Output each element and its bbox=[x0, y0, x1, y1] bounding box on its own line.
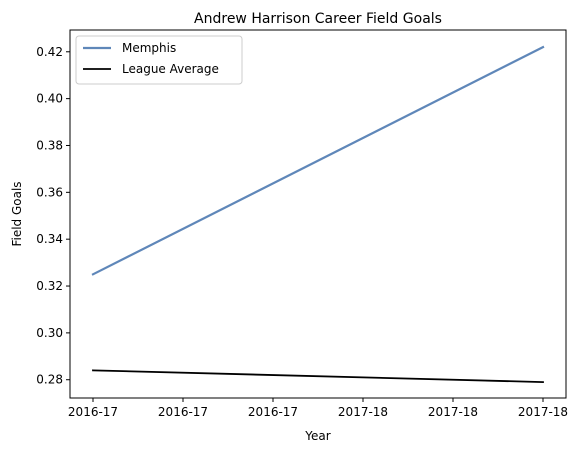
y-tick-label: 0.32 bbox=[36, 279, 63, 293]
x-tick-label: 2016-17 bbox=[158, 405, 208, 419]
x-tick-label: 2017-18 bbox=[428, 405, 478, 419]
y-tick-label: 0.34 bbox=[36, 232, 63, 246]
y-tick-label: 0.36 bbox=[36, 185, 63, 199]
x-tick-label: 2017-18 bbox=[518, 405, 568, 419]
legend: Memphis League Average bbox=[75, 35, 243, 85]
series-layer bbox=[91, 45, 545, 383]
chart-title: Andrew Harrison Career Field Goals bbox=[194, 11, 442, 27]
series-line-memphis bbox=[91, 45, 545, 276]
y-tick-label: 0.30 bbox=[36, 326, 63, 340]
y-tick-label: 0.42 bbox=[36, 45, 63, 59]
y-tick-label: 0.38 bbox=[36, 138, 63, 152]
x-axis: 2016-17 2016-17 2016-17 2017-18 2017-18 2017-… bbox=[68, 398, 568, 419]
x-tick-label: 2016-17 bbox=[68, 405, 118, 419]
x-axis-label: Year bbox=[304, 429, 330, 443]
series-line-league-average bbox=[92, 369, 544, 383]
x-tick-label: 2016-17 bbox=[248, 405, 298, 419]
y-tick-label: 0.40 bbox=[36, 92, 63, 106]
legend-box bbox=[75, 35, 243, 85]
plot-area bbox=[69, 29, 567, 399]
y-axis: 0.28 0.30 0.32 0.34 0.36 0.38 0.40 0.42 bbox=[36, 45, 70, 387]
legend-label: Memphis bbox=[122, 41, 176, 55]
y-axis-label: Field Goals bbox=[10, 181, 24, 246]
y-tick-label: 0.28 bbox=[36, 373, 63, 387]
x-tick-label: 2017-18 bbox=[338, 405, 388, 419]
legend-label: League Average bbox=[122, 62, 219, 76]
